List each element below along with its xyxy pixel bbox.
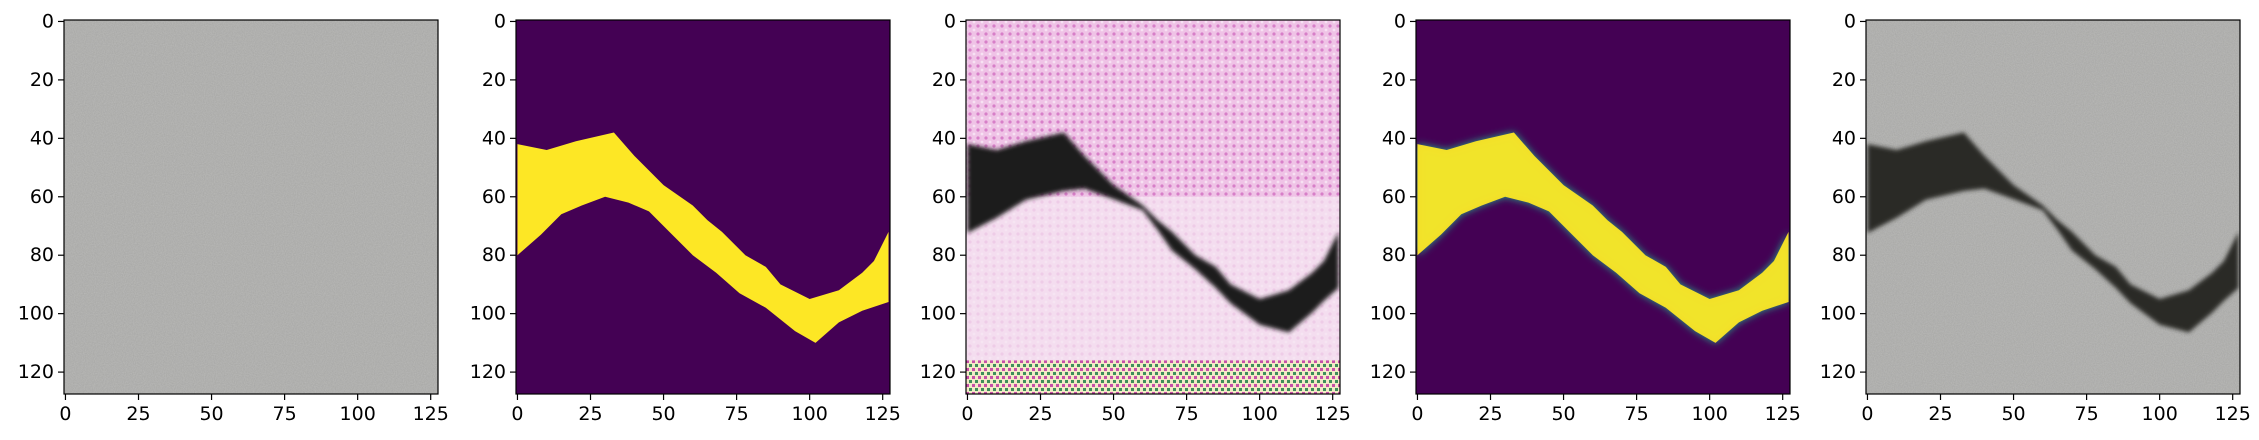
y-tick-label: 80 — [1382, 244, 1406, 266]
y-tick-label: 60 — [1382, 186, 1406, 208]
x-tick-label: 25 — [1478, 403, 1502, 425]
x-tick-label: 75 — [273, 403, 297, 425]
y-tick-label: 120 — [18, 361, 54, 383]
y-tick-label: 40 — [482, 127, 506, 149]
y-tick-label: 40 — [30, 127, 54, 149]
composited-crack-image: 0 25 50 75 100 125 0 20 40 60 80 100 120 — [1820, 10, 2251, 425]
y-tick-label: 20 — [1832, 69, 1856, 91]
y-tick-label: 100 — [920, 303, 956, 325]
x-tick-label: 50 — [1551, 403, 1575, 425]
y-tick-label: 60 — [932, 186, 956, 208]
x-tick-label: 125 — [1315, 403, 1351, 425]
y-tick-label: 60 — [482, 186, 506, 208]
x-tick-label: 100 — [340, 403, 376, 425]
y-tick-label: 100 — [18, 303, 54, 325]
soft-mask-image: 0 25 50 75 100 125 0 20 40 60 80 100 120 — [1370, 10, 1801, 425]
grey-texture-image: 0 25 50 75 100 125 0 20 40 60 80 100 120 — [18, 10, 449, 425]
y-tick-label: 80 — [482, 244, 506, 266]
axes-frame — [1865, 19, 2241, 395]
x-tick-label: 100 — [792, 403, 828, 425]
soft-mask-shape — [1417, 132, 1789, 343]
x-tick-label: 25 — [578, 403, 602, 425]
x-tick-label: 0 — [1411, 403, 1423, 425]
y-tick-label: 0 — [944, 10, 956, 32]
y-tick-label: 0 — [494, 10, 506, 32]
crack-shape — [967, 132, 1339, 333]
x-tick-label: 0 — [59, 403, 71, 425]
x-tick-label: 50 — [651, 403, 675, 425]
x-tick-label: 75 — [1175, 403, 1199, 425]
x-tick-label: 25 — [126, 403, 150, 425]
y-tick-label: 100 — [1370, 303, 1406, 325]
y-tick-label: 40 — [932, 127, 956, 149]
pink-generated-crack-image: 0 25 50 75 100 125 0 20 40 60 80 100 120 — [920, 10, 1351, 425]
mask-shape — [517, 132, 889, 343]
x-tick-label: 75 — [2075, 403, 2099, 425]
y-tick-label: 60 — [1832, 186, 1856, 208]
x-tick-label: 25 — [1928, 403, 1952, 425]
y-tick-label: 60 — [30, 186, 54, 208]
y-tick-label: 20 — [30, 69, 54, 91]
x-tick-label: 75 — [725, 403, 749, 425]
x-tick-label: 125 — [2215, 403, 2251, 425]
y-tick-label: 40 — [1382, 127, 1406, 149]
axes-frame — [1415, 19, 1791, 395]
x-tick-label: 125 — [413, 403, 449, 425]
y-tick-label: 20 — [482, 69, 506, 91]
y-tick-label: 40 — [1832, 127, 1856, 149]
x-tick-label: 100 — [1242, 403, 1278, 425]
x-tick-label: 50 — [2001, 403, 2025, 425]
x-tick-label: 0 — [961, 403, 973, 425]
y-tick-label: 20 — [932, 69, 956, 91]
y-tick-label: 120 — [1820, 361, 1856, 383]
x-tick-label: 125 — [865, 403, 901, 425]
x-tick-label: 50 — [1101, 403, 1125, 425]
y-tick-label: 0 — [1394, 10, 1406, 32]
axes-frame — [63, 19, 439, 395]
x-tick-label: 50 — [199, 403, 223, 425]
x-tick-label: 25 — [1028, 403, 1052, 425]
y-tick-label: 80 — [1832, 244, 1856, 266]
binary-mask-image: 0 25 50 75 100 125 0 20 40 60 80 100 120 — [470, 10, 901, 425]
y-tick-label: 120 — [920, 361, 956, 383]
x-tick-label: 75 — [1625, 403, 1649, 425]
y-tick-label: 80 — [932, 244, 956, 266]
y-tick-label: 120 — [470, 361, 506, 383]
x-tick-label: 125 — [1765, 403, 1801, 425]
y-tick-label: 80 — [30, 244, 54, 266]
y-tick-label: 120 — [1370, 361, 1406, 383]
x-tick-label: 0 — [1861, 403, 1873, 425]
x-tick-label: 100 — [1692, 403, 1728, 425]
y-tick-label: 100 — [1820, 303, 1856, 325]
crack-shape — [1867, 132, 2239, 333]
y-tick-label: 0 — [1844, 10, 1856, 32]
axes-frame — [965, 19, 1341, 395]
x-tick-label: 100 — [2142, 403, 2178, 425]
y-tick-label: 20 — [1382, 69, 1406, 91]
y-tick-label: 100 — [470, 303, 506, 325]
axes-frame — [515, 19, 891, 395]
x-tick-label: 0 — [511, 403, 523, 425]
y-tick-label: 0 — [42, 10, 54, 32]
